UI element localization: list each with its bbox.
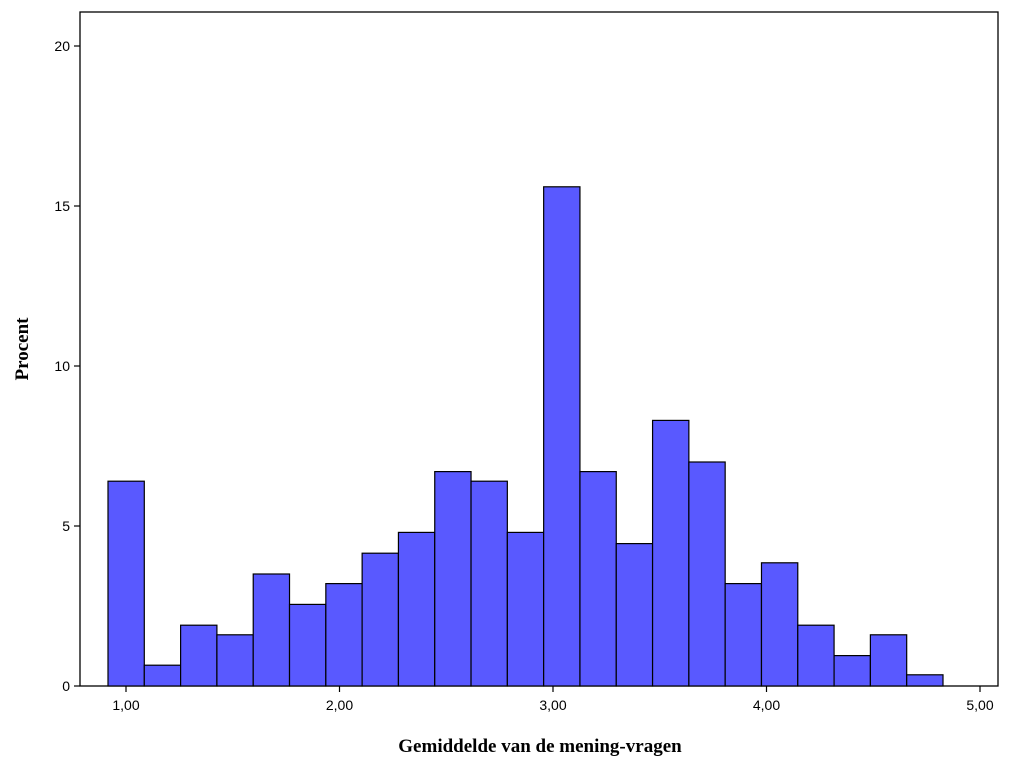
histogram-bar [506,531,545,687]
histogram-bar [180,624,218,687]
histogram-bar [869,634,908,687]
y-tick-label: 5 [62,518,70,534]
histogram-bar [252,573,291,687]
histogram-bar [143,664,182,687]
histogram-bar [615,542,654,687]
y-tick-label: 20 [54,38,70,54]
histogram-bars [107,186,944,687]
histogram-bar [397,531,436,687]
x-axis: 1,00 2,00 3,00 4,00 5,00 [112,686,994,713]
histogram-bar [760,562,799,687]
histogram-bar [543,186,581,687]
y-tick-label: 10 [54,358,70,374]
histogram-bar [724,582,763,687]
histogram-bar [833,654,871,687]
histogram-bar [470,480,508,687]
histogram-bar [325,582,363,687]
histogram-bar [579,471,617,687]
histogram-bar [288,603,327,687]
y-tick-label: 0 [62,678,70,694]
histogram-bar [361,552,400,687]
y-tick-label: 15 [54,198,70,214]
histogram-bar [688,461,726,687]
x-tick-label: 3,00 [539,697,566,713]
y-axis: 0 5 10 15 20 [54,38,80,694]
x-axis-title: Gemiddelde van de mening-vragen [398,736,682,757]
histogram-bar [797,624,835,687]
x-tick-label: 5,00 [966,697,993,713]
histogram-bar [434,471,472,687]
histogram-bar [651,419,690,687]
y-axis-title: Procent [12,317,33,381]
x-tick-label: 1,00 [112,697,139,713]
x-tick-label: 2,00 [326,697,353,713]
x-tick-label: 4,00 [753,697,780,713]
histogram-bar [906,674,944,687]
histogram-bar [107,480,145,687]
histogram-bar [216,634,254,687]
